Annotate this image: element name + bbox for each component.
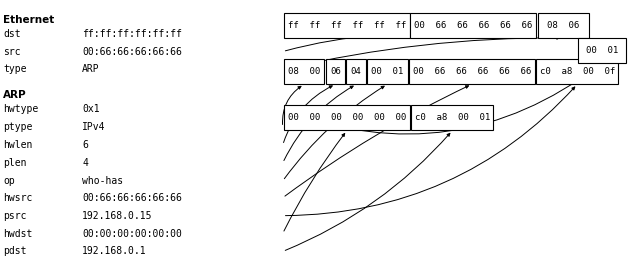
FancyBboxPatch shape bbox=[536, 59, 618, 84]
FancyBboxPatch shape bbox=[578, 38, 626, 63]
Text: 00  00  00  00  00  00: 00 00 00 00 00 00 bbox=[288, 113, 406, 122]
Text: 192.168.0.1: 192.168.0.1 bbox=[82, 246, 146, 256]
FancyBboxPatch shape bbox=[410, 13, 536, 38]
Text: hwlen: hwlen bbox=[3, 140, 33, 150]
Text: ARP: ARP bbox=[82, 64, 100, 74]
Text: plen: plen bbox=[3, 158, 27, 168]
Text: 0x1: 0x1 bbox=[82, 104, 100, 114]
Text: 4: 4 bbox=[82, 158, 88, 168]
Text: 6: 6 bbox=[82, 140, 88, 150]
Text: 00:66:66:66:66:66: 00:66:66:66:66:66 bbox=[82, 193, 182, 203]
FancyArrowPatch shape bbox=[284, 134, 345, 231]
Text: ff:ff:ff:ff:ff:ff: ff:ff:ff:ff:ff:ff bbox=[82, 29, 182, 39]
FancyBboxPatch shape bbox=[346, 59, 366, 84]
FancyBboxPatch shape bbox=[284, 13, 410, 38]
Text: 06: 06 bbox=[330, 67, 341, 76]
FancyArrowPatch shape bbox=[285, 86, 468, 196]
FancyArrowPatch shape bbox=[285, 65, 599, 134]
Text: dst: dst bbox=[3, 29, 21, 39]
Text: psrc: psrc bbox=[3, 211, 27, 221]
Text: 00:66:66:66:66:66: 00:66:66:66:66:66 bbox=[82, 47, 182, 57]
FancyBboxPatch shape bbox=[284, 59, 324, 84]
Text: ARP: ARP bbox=[3, 90, 27, 100]
FancyBboxPatch shape bbox=[409, 59, 535, 84]
Text: 08  06: 08 06 bbox=[547, 21, 580, 30]
FancyBboxPatch shape bbox=[411, 105, 493, 130]
Text: c0  a8  00  01: c0 a8 00 01 bbox=[415, 113, 490, 122]
Text: who-has: who-has bbox=[82, 176, 123, 186]
FancyArrowPatch shape bbox=[285, 86, 384, 179]
Text: type: type bbox=[3, 64, 27, 74]
FancyArrowPatch shape bbox=[285, 37, 560, 69]
Text: ptype: ptype bbox=[3, 122, 33, 132]
Text: hwdst: hwdst bbox=[3, 229, 33, 239]
FancyBboxPatch shape bbox=[367, 59, 408, 84]
FancyArrowPatch shape bbox=[285, 133, 450, 250]
FancyArrowPatch shape bbox=[285, 87, 575, 216]
Text: 00  01: 00 01 bbox=[371, 67, 404, 76]
Text: IPv4: IPv4 bbox=[82, 122, 105, 132]
Text: 192.168.0.15: 192.168.0.15 bbox=[82, 211, 153, 221]
Text: Ethernet: Ethernet bbox=[3, 15, 54, 25]
Text: pdst: pdst bbox=[3, 246, 27, 256]
Text: ff  ff  ff  ff  ff  ff: ff ff ff ff ff ff bbox=[288, 21, 406, 30]
Text: 04: 04 bbox=[351, 67, 362, 76]
Text: hwtype: hwtype bbox=[3, 104, 38, 114]
Text: 00:00:00:00:00:00: 00:00:00:00:00:00 bbox=[82, 229, 182, 239]
FancyArrowPatch shape bbox=[285, 31, 343, 37]
FancyBboxPatch shape bbox=[284, 105, 410, 130]
Text: 00  66  66  66  66  66: 00 66 66 66 66 66 bbox=[414, 21, 533, 30]
Text: 00  01: 00 01 bbox=[586, 46, 618, 55]
Text: 00  66  66  66  66  66: 00 66 66 66 66 66 bbox=[413, 67, 531, 76]
FancyArrowPatch shape bbox=[283, 86, 333, 143]
FancyBboxPatch shape bbox=[326, 59, 345, 84]
Text: hwsrc: hwsrc bbox=[3, 193, 33, 203]
FancyArrowPatch shape bbox=[283, 86, 301, 124]
FancyArrowPatch shape bbox=[285, 34, 469, 51]
Text: c0  a8  00  0f: c0 a8 00 0f bbox=[540, 67, 615, 76]
Text: op: op bbox=[3, 176, 15, 186]
FancyArrowPatch shape bbox=[284, 86, 353, 160]
Text: 08  00: 08 00 bbox=[288, 67, 321, 76]
Text: src: src bbox=[3, 47, 21, 57]
FancyBboxPatch shape bbox=[538, 13, 589, 38]
